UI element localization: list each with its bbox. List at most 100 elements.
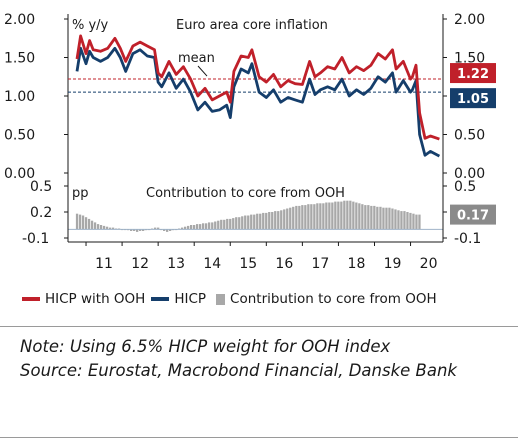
top-y-unit-label: % y/y [72,18,109,33]
contribution-bar [391,208,394,230]
mean-value-badge [450,88,496,109]
contribution-bar [412,213,415,230]
contribution-bar [373,205,376,230]
contribution-bar [343,200,346,230]
legend-swatch-hicp [151,297,170,301]
contribution-bar [235,217,238,230]
contribution-bar [316,203,319,230]
series-line [75,46,441,158]
contribution-bar [214,221,217,230]
mean-value-badge [450,63,496,84]
contribution-bar [211,222,214,230]
legend-label-hicp-ooh: HICP with OOH [45,291,146,307]
contribution-bar [96,224,100,230]
contribution-bar [277,211,280,230]
y-tick-label-right: 2.00 [454,12,485,28]
contribution-bar [400,211,403,230]
contribution-bar [358,203,361,230]
contribution-bar [418,214,421,230]
contribution-bar [87,218,91,230]
contribution-bar [199,224,202,230]
contribution-bar [253,214,256,230]
contribution-bar [259,213,262,230]
contribution-bar [163,229,166,231]
contribution-bar [406,212,409,230]
contribution-bar [193,225,196,230]
contribution-bar [93,222,97,230]
x-tick-label: 19 [384,256,402,272]
contribution-bar [388,207,391,230]
mean-annotation: mean [178,51,215,66]
legend-item-contribution: Contribution to core from OOH [212,291,437,307]
contribution-value-badge [450,204,496,225]
contribution-bar [130,229,133,231]
contribution-bar [208,222,211,230]
contribution-bar [99,225,103,230]
contribution-bar [376,206,379,230]
x-tick-label: 20 [420,256,438,272]
contribution-bar [364,205,367,230]
contribution-bar [223,219,226,230]
contribution-bar [382,207,385,230]
contribution-bar [181,227,184,230]
contribution-bar [220,219,223,230]
y-tick-label-left: 0.50 [4,128,35,144]
legend-item-hicp: HICP [151,291,206,307]
contribution-bar [370,205,373,230]
contribution-bar [217,220,220,230]
contribution-bar [349,200,352,230]
contribution-bar [78,214,82,230]
contribution-bar [355,202,358,230]
contribution-bar [262,212,265,230]
contribution-bar [184,226,187,230]
contribution-value-badge-label: 0.17 [457,209,489,224]
contribution-bar [385,207,388,230]
bottom-divider [0,437,518,438]
legend-item-hicp-ooh: HICP with OOH [22,291,145,307]
y-tick-label-left-bottom: 0.2 [30,205,52,221]
contribution-bar [133,229,136,231]
contribution-bar [331,202,334,230]
note-line: Note: Using 6.5% HICP weight for OOH ind… [20,337,391,356]
contribution-bar [415,214,418,230]
x-tick-label: 12 [131,256,149,272]
contribution-bar [346,200,349,230]
contribution-bar [319,203,322,230]
legend: HICP with OOH HICP Contribution to core … [22,289,512,309]
legend-swatch-hicp-ooh [22,297,40,301]
source-line: Source: Eurostat, Macrobond Financial, D… [20,361,457,380]
y-tick-label-left-bottom: -0.1 [22,231,49,247]
contribution-bar [367,205,370,230]
contribution-bar [394,209,397,230]
bottom-y-unit-label: pp [72,186,89,201]
contribution-bar [105,226,109,230]
x-tick-label: 13 [167,256,185,272]
contribution-bar [196,224,199,230]
contribution-bar [265,212,268,230]
contribution-bar [75,213,79,230]
contribution-bar [136,229,139,232]
contribution-bar [325,202,328,230]
y-tick-label-right: 0.50 [454,128,485,144]
contribution-bar [139,229,142,231]
contribution-bar [298,205,301,230]
contribution-bar [352,201,355,230]
contribution-bar [361,204,364,230]
contribution-bar [166,229,169,232]
x-tick-label: 14 [203,256,221,272]
contribution-bar [256,213,259,230]
y-tick-label-left-bottom: 0.5 [30,179,52,195]
contribution-bar [403,211,406,230]
contribution-bar [142,229,145,231]
contribution-bar [379,206,382,230]
contribution-bar [250,214,253,230]
contribution-bar [271,212,274,230]
chart-area: 0.000.000.500.501.001.001.501.502.002.00… [4,12,496,272]
contribution-bar [247,215,250,230]
series-line [75,34,440,141]
contribution-bar [157,227,160,230]
contribution-bar [274,211,277,230]
contribution-bar [84,217,88,230]
legend-label-contribution: Contribution to core from OOH [230,291,437,307]
contribution-bar [322,203,325,230]
